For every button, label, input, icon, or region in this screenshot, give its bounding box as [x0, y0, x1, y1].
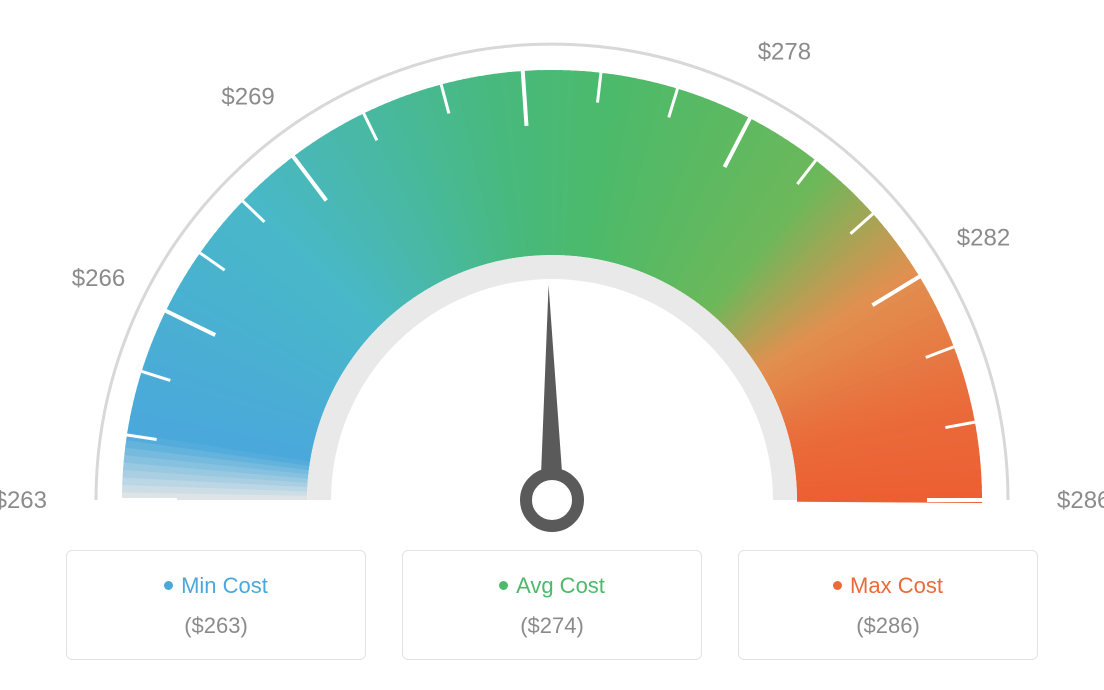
gauge-tick-label: $282 — [957, 225, 1010, 252]
legend-avg-value: ($274) — [413, 613, 691, 639]
gauge-tick-label: $286 — [1057, 487, 1104, 514]
gauge-tick-label: $263 — [0, 487, 47, 514]
legend-row: Min Cost ($263) Avg Cost ($274) Max Cost… — [0, 550, 1104, 660]
dot-icon — [499, 581, 508, 590]
legend-min-value: ($263) — [77, 613, 355, 639]
gauge-tick-label: $266 — [72, 265, 125, 292]
gauge-tick-label: $278 — [758, 39, 811, 66]
legend-card-min: Min Cost ($263) — [66, 550, 366, 660]
legend-avg-label: Avg Cost — [516, 573, 605, 598]
gauge-svg: $263$266$269$274$278$282$286 — [0, 0, 1104, 560]
legend-max-value: ($286) — [749, 613, 1027, 639]
dot-icon — [833, 581, 842, 590]
dot-icon — [164, 581, 173, 590]
legend-card-max: Max Cost ($286) — [738, 550, 1038, 660]
gauge-tick-label: $269 — [221, 84, 274, 111]
legend-card-avg: Avg Cost ($274) — [402, 550, 702, 660]
legend-max-label: Max Cost — [850, 573, 943, 598]
legend-min-label: Min Cost — [181, 573, 268, 598]
cost-gauge-chart: $263$266$269$274$278$282$286 — [0, 0, 1104, 550]
